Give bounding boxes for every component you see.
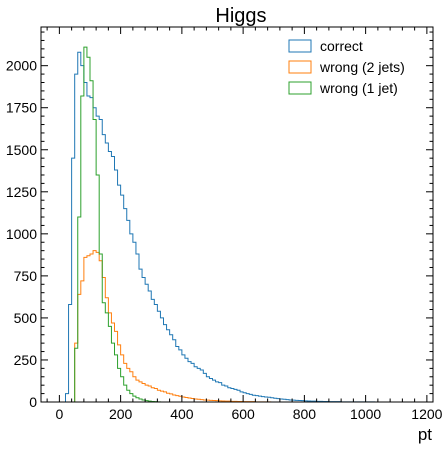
legend-label: correct xyxy=(320,38,363,54)
plot-area xyxy=(59,46,427,402)
chart-title: Higgs xyxy=(215,5,266,27)
legend-label: wrong (2 jets) xyxy=(319,59,405,75)
y-tick-label: 1750 xyxy=(6,100,37,116)
series-wrong-1-jet-histogram xyxy=(59,46,421,402)
y-tick-label: 0 xyxy=(29,394,37,410)
legend: correct wrong (2 jets) wrong (1 jet) xyxy=(288,38,405,96)
y-tick-label: 2000 xyxy=(6,58,37,74)
y-tick-label: 1250 xyxy=(6,184,37,200)
y-tick-label: 750 xyxy=(14,268,38,284)
legend-item: wrong (1 jet) xyxy=(288,80,398,96)
x-tick-label: 1200 xyxy=(411,406,442,422)
legend-swatch xyxy=(288,39,312,53)
x-tick-label: 0 xyxy=(55,406,63,422)
x-tick-label: 1000 xyxy=(350,406,381,422)
x-axis-label: pt xyxy=(418,425,432,444)
x-tick-label: 400 xyxy=(170,406,194,422)
legend-label: wrong (1 jet) xyxy=(319,80,398,96)
y-tick-label: 500 xyxy=(14,310,38,326)
legend-swatch xyxy=(288,60,312,74)
x-tick-label: 600 xyxy=(231,406,255,422)
plot-frame xyxy=(40,26,434,403)
axes: 0 200 400 600 800 1000 1200 0 250 500 750 1000 1250 1… xyxy=(6,26,443,422)
y-tick-label: 1000 xyxy=(6,226,37,242)
series-correct-histogram xyxy=(59,51,421,402)
legend-item: wrong (2 jets) xyxy=(288,59,405,75)
legend-item: correct xyxy=(288,38,363,54)
y-tick-label: 1500 xyxy=(6,142,37,158)
legend-swatch xyxy=(288,81,312,95)
x-tick-label: 200 xyxy=(109,406,133,422)
y-tick-label: 250 xyxy=(14,352,38,368)
series-wrong-2-jets-histogram xyxy=(59,250,427,402)
x-tick-label: 800 xyxy=(293,406,317,422)
